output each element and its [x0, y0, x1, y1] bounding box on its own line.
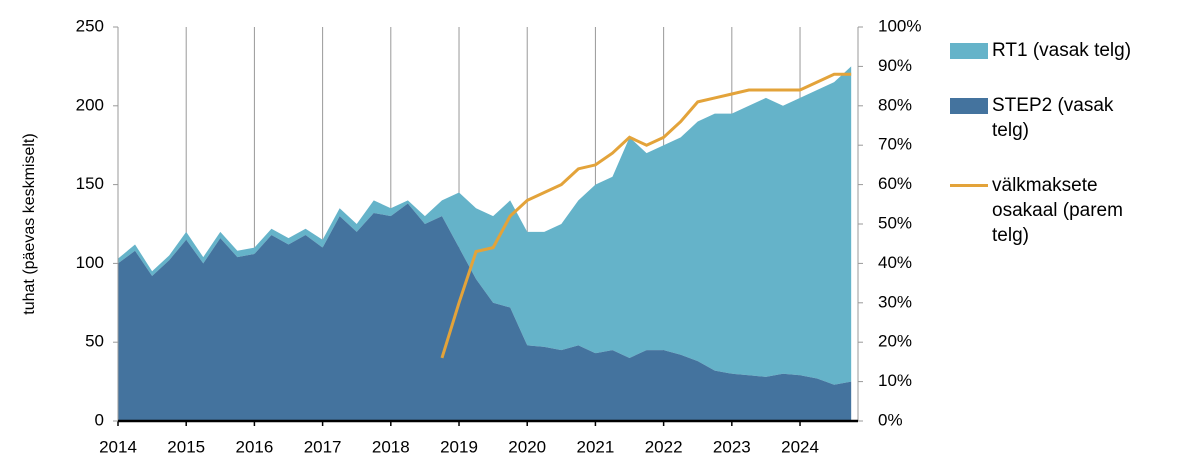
legend-item: RT1 (vasak telg): [950, 38, 1175, 63]
x-tick-label: 2019: [440, 437, 478, 456]
y2-tick-label: 60%: [878, 174, 912, 193]
x-tick-label: 2023: [713, 437, 751, 456]
legend-label: välkmaksete osakaal (parem telg): [992, 175, 1123, 246]
legend-label: RT1 (vasak telg): [992, 40, 1132, 61]
area: [118, 203, 852, 421]
line: [440, 72, 852, 359]
legend-item: STEP2 (vasak telg): [950, 93, 1175, 143]
legend: RT1 (vasak telg) STEP2 (vasak telg) välkma…: [950, 38, 1175, 278]
y-tick-label: 100: [76, 253, 104, 272]
area: [118, 66, 852, 385]
legend-swatch: [950, 184, 988, 187]
legend-swatch: [950, 43, 988, 59]
x-tick-label: 2022: [645, 437, 683, 456]
x-tick-label: 2017: [304, 437, 342, 456]
legend-item: välkmaksete osakaal (parem telg): [950, 173, 1175, 248]
y2-tick-label: 10%: [878, 371, 912, 390]
y-tick-label: 0: [95, 410, 104, 429]
x-tick-label: 2015: [167, 437, 205, 456]
y2-tick-label: 50%: [878, 213, 912, 232]
y2-tick-label: 30%: [878, 292, 912, 311]
legend-label: STEP2 (vasak telg): [992, 95, 1114, 141]
legend-swatch: [950, 98, 988, 114]
x-tick-label: 2014: [99, 437, 137, 456]
x-tick-label: 2018: [372, 437, 410, 456]
y2-tick-label: 0%: [878, 410, 903, 429]
x-tick-label: 2016: [235, 437, 273, 456]
y2-tick-label: 20%: [878, 332, 912, 351]
y-axis-label: tuhat (päevas keskmiselt): [21, 133, 38, 314]
y-tick-label: 50: [85, 332, 104, 351]
y2-tick-label: 40%: [878, 253, 912, 272]
y-tick-label: 150: [76, 174, 104, 193]
chart: tuhat (päevas keskmiselt) 2014 2015 2016 20…: [21, 16, 921, 456]
y2-tick-label: 100%: [878, 16, 921, 35]
x-tick-label: 2024: [781, 437, 819, 456]
x-tick-label: 2021: [577, 437, 615, 456]
y-tick-label: 250: [76, 16, 104, 35]
x-tick-label: 2020: [508, 437, 546, 456]
y2-tick-label: 70%: [878, 135, 912, 154]
y2-tick-label: 90%: [878, 56, 912, 75]
y-tick-label: 200: [76, 95, 104, 114]
y2-tick-label: 80%: [878, 95, 912, 114]
